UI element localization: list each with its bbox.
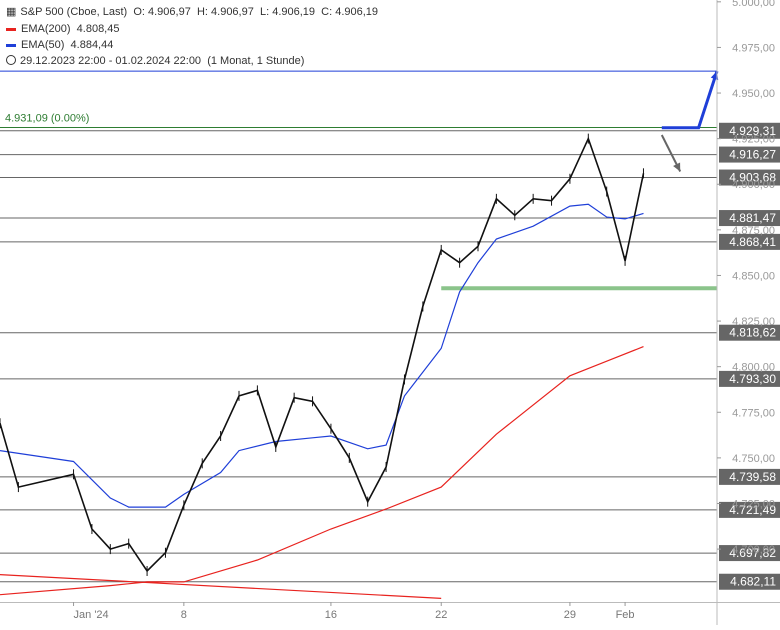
x-tick-label: 16	[325, 609, 337, 621]
symbol-name: S&P 500 (Cboe, Last)	[20, 6, 128, 18]
range-info: 29.12.2023 22:00 - 01.02.2024 22:00 (1 M…	[6, 54, 304, 68]
y-tick-label: 4.875,00	[732, 225, 775, 237]
level-price-label: 4.721,49	[729, 503, 776, 517]
legend-ema50[interactable]: EMA(50) 4.884,44	[6, 38, 113, 52]
level-price-box	[719, 146, 780, 163]
projection-arrowhead-up	[710, 71, 719, 81]
level-price-box	[719, 468, 780, 485]
level-price-box	[719, 501, 780, 518]
y-tick-label: 4.950,00	[732, 88, 775, 100]
marker-line-label: 4.931,09 (0.00%)	[5, 113, 89, 125]
level-price-label: 4.868,41	[729, 235, 776, 249]
ema200-line	[0, 346, 644, 596]
projection-arrowhead-down	[673, 162, 681, 172]
level-price-label: 4.903,68	[729, 171, 776, 185]
clock-icon	[6, 55, 16, 65]
y-tick-label: 5.000,00	[732, 0, 775, 9]
level-price-box	[719, 169, 780, 186]
level-price-label: 4.793,30	[729, 372, 776, 386]
ema50-swatch	[6, 43, 16, 47]
level-price-box	[719, 210, 780, 227]
ema200-value: 4.808,45	[76, 23, 120, 35]
price-line	[0, 136, 645, 573]
y-tick-label: 4.975,00	[732, 42, 775, 54]
level-price-box	[719, 370, 780, 387]
open-value: O: 4.906,97	[133, 6, 191, 18]
candles-icon: ▦	[6, 6, 17, 18]
ema200-name: EMA(200)	[21, 23, 71, 35]
level-price-box	[719, 573, 780, 590]
x-tick-label: Feb	[616, 609, 635, 621]
level-price-label: 4.682,11	[730, 575, 776, 589]
low-value: L: 4.906,19	[259, 6, 316, 18]
period-text: (1 Monat, 1 Stunde)	[207, 55, 305, 67]
level-price-box	[719, 233, 780, 250]
ema50-line	[0, 203, 644, 508]
ema50-name: EMA(50)	[21, 39, 65, 51]
y-tick-label: 4.925,00	[732, 134, 775, 146]
y-tick-label: 4.800,00	[732, 362, 775, 374]
y-tick-label: 4.700,00	[732, 544, 775, 556]
y-tick-label: 4.900,00	[732, 179, 775, 191]
x-tick-label: Jan '24	[74, 609, 109, 621]
price-series	[0, 133, 645, 576]
y-tick-label: 4.750,00	[732, 453, 775, 465]
x-axis: Jan '24 8 16 22 29 Feb	[0, 602, 780, 621]
projection-arrows	[660, 70, 719, 172]
y-tick-label: 4.850,00	[732, 270, 775, 282]
level-price-label: 4.697,82	[729, 546, 776, 560]
ohlc-header: ▦ S&P 500 (Cboe, Last) O: 4.906,97 H: 4.9…	[6, 5, 378, 19]
legend-ema200[interactable]: EMA(200) 4.808,45	[6, 22, 119, 36]
ema200-prior-line	[0, 574, 442, 599]
level-price-box	[719, 122, 780, 139]
ema200-swatch	[6, 27, 16, 31]
ema50-value: 4.884,44	[70, 39, 114, 51]
x-tick-label: 8	[181, 609, 187, 621]
x-tick-label: 22	[435, 609, 447, 621]
range-text: 29.12.2023 22:00 - 01.02.2024 22:00	[20, 55, 202, 67]
horizontal-levels: 4.931,09 (0.00%) 4.929,31 4.916,27 4.903,68…	[0, 70, 780, 590]
y-tick-label: 4.825,00	[732, 316, 775, 328]
level-price-label: 4.739,58	[729, 470, 776, 484]
level-price-label: 4.818,62	[729, 326, 776, 340]
level-price-box	[719, 324, 780, 341]
y-tick-label: 4.775,00	[732, 407, 775, 419]
y-axis: 5.000,00 4.975,00 4.950,00 4.925,00 4.900,00…	[716, 0, 775, 625]
projection-arrow-up	[661, 70, 719, 130]
ema-lines	[0, 203, 644, 599]
y-tick-label: 4.725,00	[732, 498, 775, 510]
close-value: C: 4.906,19	[321, 6, 379, 18]
high-value: H: 4.906,97	[196, 6, 254, 18]
level-price-box	[719, 545, 780, 562]
level-price-label: 4.881,47	[729, 211, 776, 225]
level-price-label: 4.916,27	[729, 148, 776, 162]
level-price-label: 4.929,31	[729, 124, 776, 138]
x-tick-label: 29	[564, 609, 576, 621]
